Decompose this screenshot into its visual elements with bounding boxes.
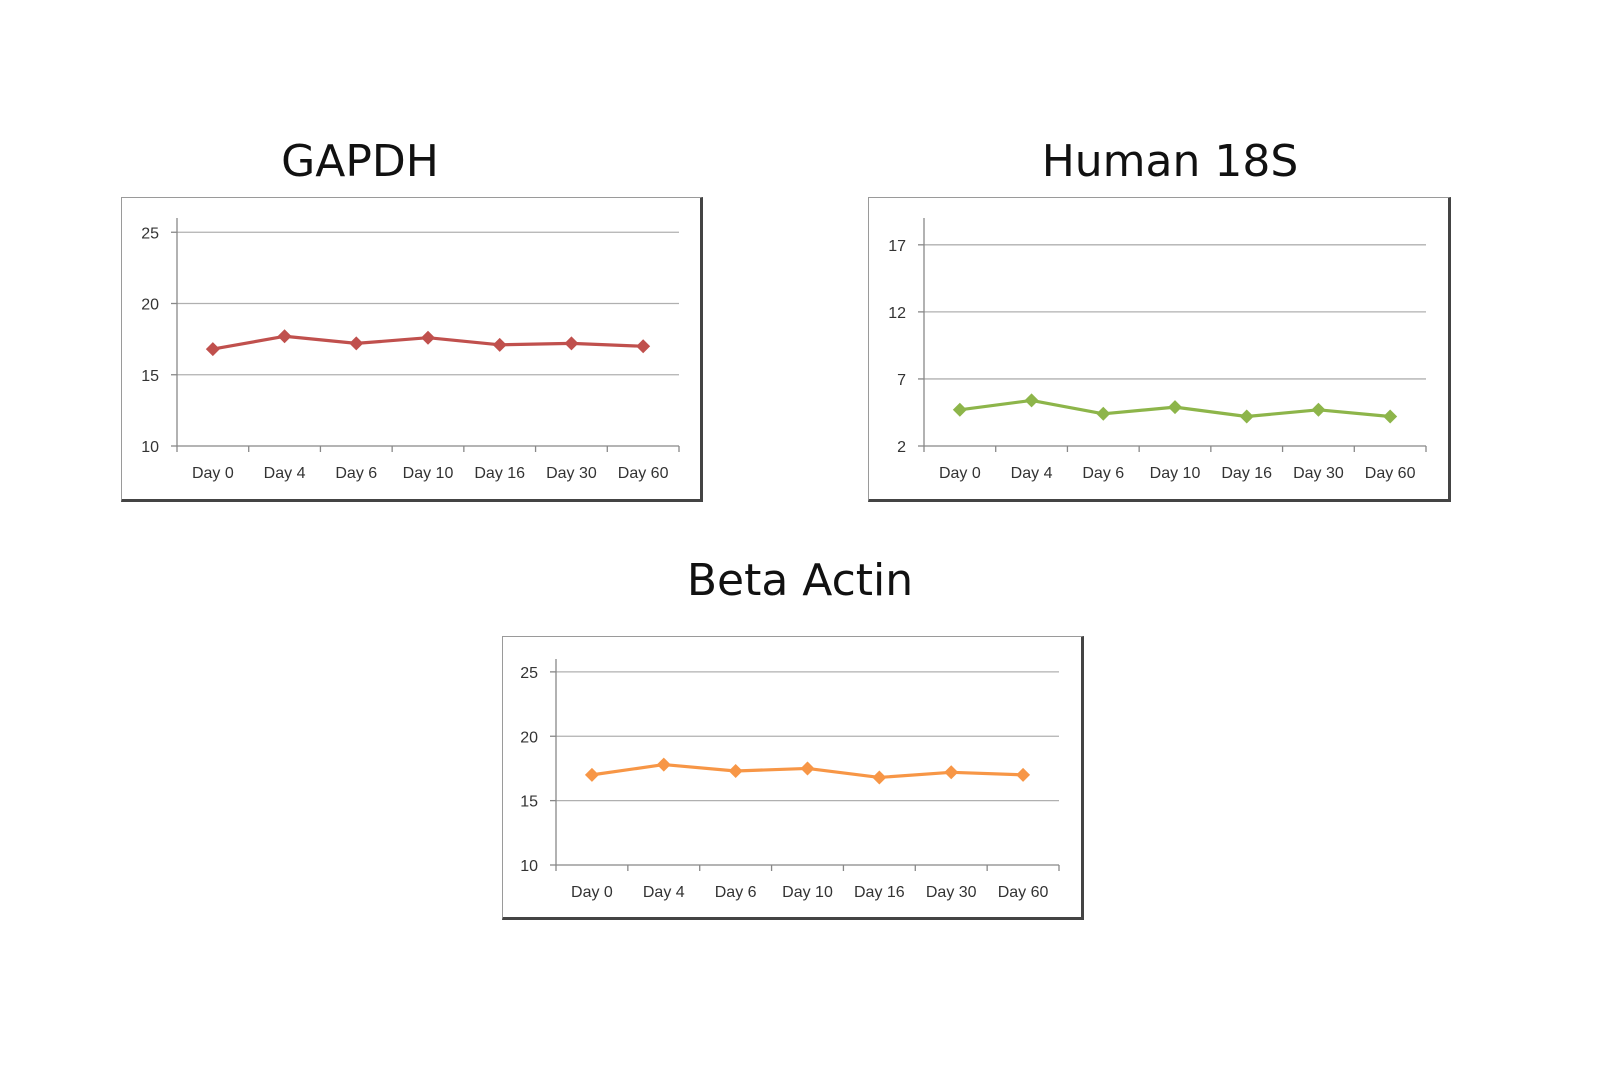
x-tick-label: Day 6 bbox=[715, 884, 757, 901]
data-point-marker bbox=[1311, 402, 1326, 417]
y-tick-label: 17 bbox=[888, 238, 906, 255]
x-tick-label: Day 4 bbox=[264, 465, 306, 482]
x-tick-label: Day 6 bbox=[1082, 465, 1124, 482]
x-tick-label: Day 0 bbox=[192, 465, 234, 482]
x-tick-label: Day 10 bbox=[782, 884, 833, 901]
x-tick-label: Day 60 bbox=[618, 465, 669, 482]
x-tick-label: Day 10 bbox=[1150, 465, 1201, 482]
y-tick-label: 15 bbox=[520, 794, 538, 811]
data-point-marker bbox=[1024, 393, 1039, 408]
y-tick-label: 25 bbox=[141, 225, 159, 242]
chart-title: Beta Actin bbox=[686, 555, 914, 606]
chart-panel: 10 15 20 25 Day 0 Day 4 Day 6 Day 10 Day 16 Day 3… bbox=[502, 636, 1084, 920]
y-tick-label: 10 bbox=[141, 439, 159, 456]
x-tick-label: Day 10 bbox=[403, 465, 454, 482]
x-tick-label: Day 60 bbox=[1365, 465, 1416, 482]
data-point-marker bbox=[205, 342, 220, 357]
data-point-marker bbox=[656, 757, 671, 772]
line-chart-svg: 10 15 20 25 Day 0 Day 4 Day 6 Day 10 Day 16 Day 3… bbox=[520, 659, 1060, 901]
x-tick-label: Day 60 bbox=[998, 884, 1049, 901]
line-chart-svg: 2 7 12 17 Day 0 Day 4 Day 6 Day 10 Day 16 Day 30 D… bbox=[888, 218, 1427, 482]
chart-panel: 10 15 20 25 Day 0 Day 4 Day 6 Day 10 Day 16 Day 3… bbox=[121, 197, 703, 502]
data-point-marker bbox=[564, 336, 579, 351]
y-tick-label: 15 bbox=[141, 368, 159, 385]
data-point-marker bbox=[1016, 767, 1031, 782]
x-tick-label: Day 0 bbox=[571, 884, 613, 901]
x-tick-label: Day 16 bbox=[854, 884, 905, 901]
data-point-marker bbox=[944, 765, 959, 780]
data-point-marker bbox=[800, 761, 815, 776]
data-point-marker bbox=[492, 337, 507, 352]
y-tick-label: 20 bbox=[520, 729, 538, 746]
data-point-marker bbox=[872, 770, 887, 785]
data-point-marker bbox=[636, 339, 651, 354]
y-tick-label: 12 bbox=[888, 305, 906, 322]
line-chart-svg: 10 15 20 25 Day 0 Day 4 Day 6 Day 10 Day 16 Day 3… bbox=[141, 218, 680, 482]
data-point-marker bbox=[1383, 409, 1398, 424]
y-tick-label: 7 bbox=[897, 372, 906, 389]
x-tick-label: Day 16 bbox=[1221, 465, 1272, 482]
data-point-marker bbox=[1168, 400, 1182, 415]
x-tick-label: Day 0 bbox=[939, 465, 981, 482]
x-tick-label: Day 30 bbox=[926, 884, 977, 901]
x-tick-label: Day 30 bbox=[546, 465, 597, 482]
y-tick-label: 25 bbox=[520, 665, 538, 682]
y-tick-label: 20 bbox=[141, 297, 159, 314]
chart-title: Human 18S bbox=[1041, 136, 1299, 187]
x-tick-label: Day 4 bbox=[643, 884, 685, 901]
x-tick-label: Day 16 bbox=[474, 465, 525, 482]
data-point-marker bbox=[1239, 409, 1254, 424]
chart-panel: 2 7 12 17 Day 0 Day 4 Day 6 Day 10 Day 16 Day 30 D… bbox=[868, 197, 1451, 502]
y-tick-label: 10 bbox=[520, 858, 538, 875]
x-tick-label: Day 4 bbox=[1011, 465, 1053, 482]
chart-title: GAPDH bbox=[281, 136, 439, 187]
x-tick-label: Day 6 bbox=[335, 465, 377, 482]
y-tick-label: 2 bbox=[897, 439, 906, 456]
data-point-marker bbox=[349, 336, 364, 351]
data-point-marker bbox=[584, 767, 599, 782]
data-point-marker bbox=[277, 329, 292, 344]
data-point-marker bbox=[421, 330, 435, 345]
data-point-marker bbox=[1096, 406, 1111, 421]
data-point-marker bbox=[952, 402, 967, 417]
x-tick-label: Day 30 bbox=[1293, 465, 1344, 482]
data-point-marker bbox=[728, 764, 743, 779]
